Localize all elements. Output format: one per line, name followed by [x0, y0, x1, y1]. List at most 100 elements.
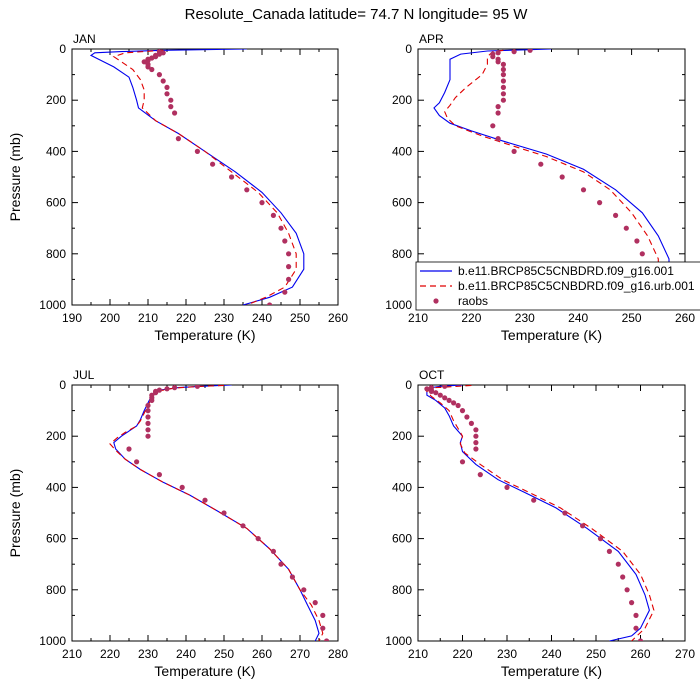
x-tick-label: 220 [452, 647, 472, 661]
raobs-point [424, 386, 430, 392]
y-tick-label: 400 [46, 144, 66, 158]
raobs-point [160, 78, 166, 84]
raobs-point [580, 523, 586, 529]
y-tick-label: 600 [392, 532, 412, 546]
raobs-point [324, 638, 330, 641]
raobs-point [179, 484, 185, 490]
series-line-control [433, 49, 670, 305]
raobs-point [259, 200, 265, 206]
raobs-point [172, 110, 178, 116]
raobs-point [459, 459, 466, 465]
raobs-point [606, 548, 613, 555]
raobs-point [597, 536, 604, 542]
raobs-point [495, 59, 501, 65]
raobs-point [531, 497, 537, 503]
x-tick-label: 280 [328, 647, 348, 661]
x-tick-label: 270 [290, 647, 310, 661]
panels: 190 200 210 220 230 240 250 260 0 200 400 600 800 100… [7, 32, 695, 679]
panel-jan: 190 200 210 220 230 240 250 260 0 200 400 600 800 100… [7, 32, 348, 343]
raobs-point [527, 49, 533, 53]
x-tick-label: 240 [568, 311, 588, 325]
raobs-point [172, 385, 178, 391]
x-tick-label: 220 [176, 311, 196, 325]
raobs-point [633, 612, 639, 619]
raobs-point [428, 388, 434, 394]
plot-frame [417, 384, 686, 642]
x-tick-label: 250 [214, 647, 234, 661]
raobs-point [156, 472, 162, 478]
y-axis-label: Pressure (mb) [7, 133, 23, 222]
series-line-urban [112, 49, 297, 305]
raobs-point [282, 238, 288, 244]
raobs-point [289, 574, 295, 580]
raobs-point [580, 187, 587, 193]
raobs-point [168, 104, 174, 110]
x-tick-label: 250 [290, 311, 310, 325]
raobs-point [134, 459, 140, 465]
plot-area [433, 49, 670, 305]
y-axis-label: Pressure (mb) [7, 469, 23, 558]
figure-title: Resolute_Canada latitude= 74.7 N longitu… [185, 6, 529, 23]
raobs-point [194, 385, 200, 389]
y-tick-label: 800 [392, 583, 412, 597]
raobs-point [637, 638, 644, 641]
x-tick-label: 240 [176, 647, 196, 661]
raobs-point [433, 390, 439, 396]
x-tick-label: 260 [630, 647, 650, 661]
raobs-point [620, 574, 626, 580]
x-tick-label: 210 [138, 311, 158, 325]
series-line-urban [109, 385, 324, 641]
raobs-point [194, 148, 200, 154]
raobs-point [634, 238, 640, 244]
plot-frame [71, 48, 339, 306]
series-line-control [113, 385, 320, 641]
raobs-point [468, 420, 474, 426]
y-tick-label: 200 [46, 93, 66, 107]
legend-label-urban: b.e11.BRCP85C5CNBDRD.f09_g16.urb.001 [458, 279, 695, 293]
raobs-point [320, 625, 326, 631]
x-tick-label: 190 [62, 311, 82, 325]
raobs-point [473, 446, 479, 452]
raobs-point [149, 397, 155, 403]
plot-area [89, 49, 305, 305]
raobs-point [145, 64, 151, 70]
x-tick-label: 230 [497, 647, 517, 661]
raobs-point [633, 625, 639, 631]
raobs-point [624, 587, 630, 593]
y-tick-label: 400 [392, 144, 412, 158]
raobs-point [267, 302, 273, 305]
x-tick-label: 210 [62, 647, 82, 661]
y-tick-label: 600 [46, 196, 66, 210]
y-tick-label: 0 [59, 378, 66, 392]
x-tick-label: 220 [461, 311, 481, 325]
y-tick-label: 1000 [385, 298, 412, 312]
panel-label: OCT [419, 368, 445, 382]
panel-label: JUL [73, 368, 95, 382]
raobs-point [500, 91, 506, 97]
x-tick-label: 260 [252, 647, 272, 661]
raobs-point [511, 148, 517, 154]
x-tick-label: 260 [328, 311, 348, 325]
raobs-point [500, 72, 506, 78]
raobs-point [244, 187, 250, 193]
y-tick-label: 800 [392, 247, 412, 261]
raobs-point [202, 497, 208, 503]
raobs-point [270, 212, 276, 218]
raobs-point [455, 402, 461, 409]
raobs-point [153, 390, 159, 396]
y-tick-label: 200 [46, 429, 66, 443]
raobs-point [229, 174, 235, 180]
raobs-point [538, 161, 544, 167]
raobs-point [221, 510, 227, 516]
raobs-point [168, 97, 174, 103]
raobs-point [145, 420, 151, 426]
x-tick-label: 200 [100, 311, 120, 325]
raobs-point [301, 587, 307, 593]
y-tick-label: 0 [405, 378, 412, 392]
raobs-point [613, 212, 619, 218]
raobs-point [145, 427, 151, 433]
legend-box [415, 261, 700, 311]
raobs-point [255, 536, 261, 542]
panel-oct: 210 220 230 240 250 260 270 0 200 400 600 800 1000 Te… [385, 368, 695, 679]
y-tick-label: 1000 [39, 634, 66, 648]
